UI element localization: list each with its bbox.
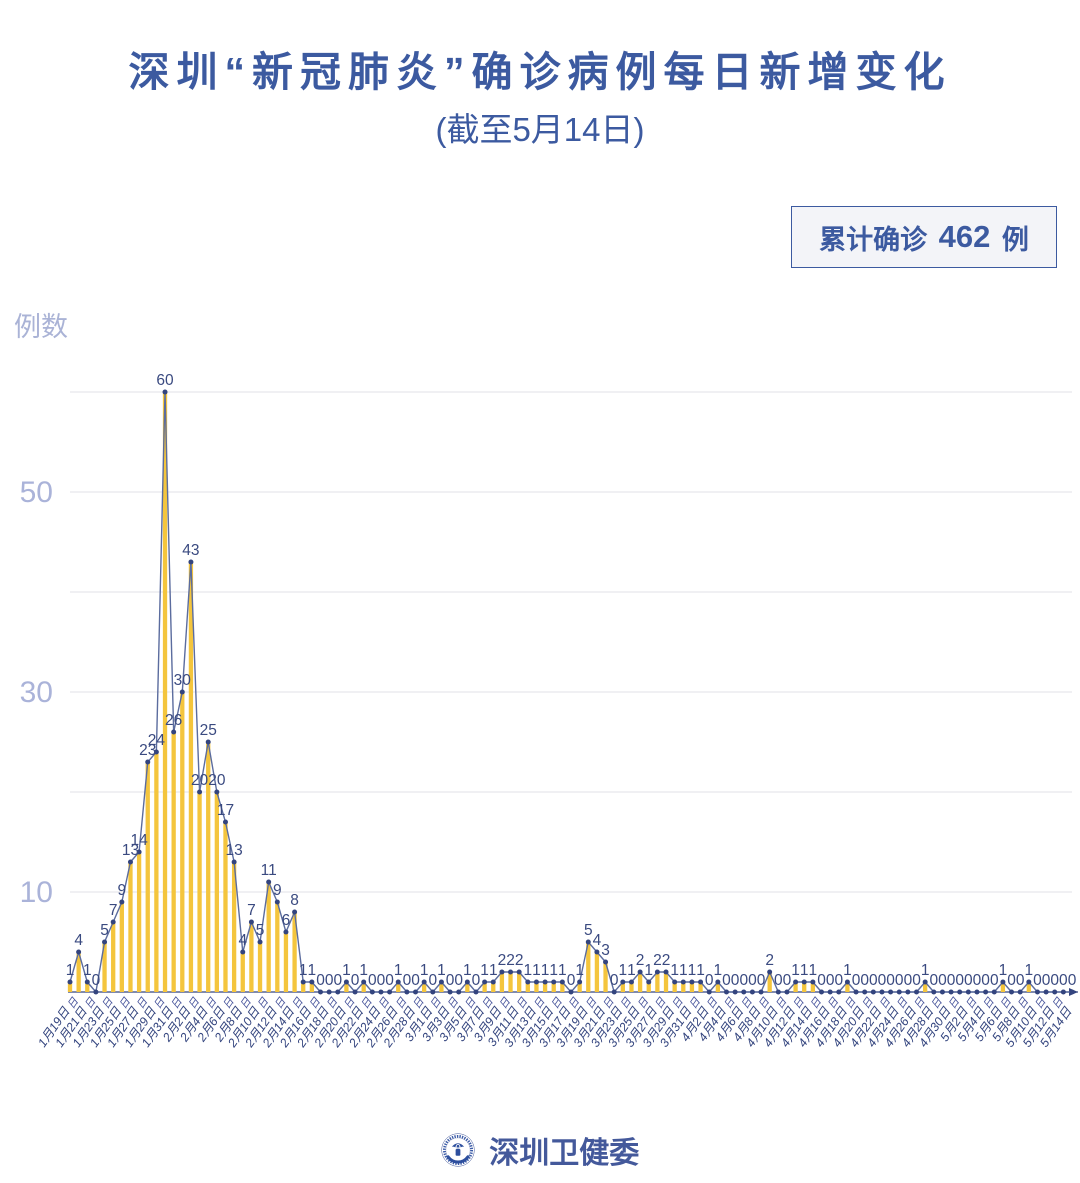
svg-text:SZHC: SZHC bbox=[454, 1158, 461, 1161]
svg-text:0: 0 bbox=[610, 972, 619, 989]
svg-text:1: 1 bbox=[670, 962, 679, 979]
svg-text:1: 1 bbox=[359, 962, 368, 979]
svg-text:30: 30 bbox=[174, 672, 192, 689]
svg-text:1: 1 bbox=[463, 962, 472, 979]
svg-text:1: 1 bbox=[627, 962, 636, 979]
svg-text:2: 2 bbox=[506, 952, 515, 969]
svg-text:1: 1 bbox=[800, 962, 809, 979]
svg-text:1: 1 bbox=[644, 962, 653, 979]
svg-text:1: 1 bbox=[843, 962, 852, 979]
svg-text:1: 1 bbox=[541, 962, 550, 979]
svg-text:1: 1 bbox=[523, 962, 532, 979]
svg-text:1: 1 bbox=[437, 962, 446, 979]
svg-text:3: 3 bbox=[601, 942, 610, 959]
svg-text:13: 13 bbox=[225, 842, 242, 859]
svg-text:0: 0 bbox=[869, 972, 878, 989]
svg-text:5: 5 bbox=[256, 922, 265, 939]
svg-text:20: 20 bbox=[208, 772, 226, 789]
svg-text:0: 0 bbox=[1050, 972, 1059, 989]
svg-text:7: 7 bbox=[247, 902, 256, 919]
svg-text:0: 0 bbox=[351, 972, 360, 989]
svg-text:1: 1 bbox=[66, 962, 75, 979]
svg-text:14: 14 bbox=[130, 832, 148, 849]
svg-text:0: 0 bbox=[912, 972, 921, 989]
svg-text:5: 5 bbox=[100, 922, 109, 939]
svg-text:6: 6 bbox=[282, 912, 291, 929]
svg-text:1: 1 bbox=[480, 962, 489, 979]
svg-text:1: 1 bbox=[308, 962, 317, 979]
svg-text:0: 0 bbox=[904, 972, 913, 989]
svg-text:2: 2 bbox=[662, 952, 671, 969]
svg-text:30: 30 bbox=[20, 676, 53, 709]
svg-text:1: 1 bbox=[696, 962, 705, 979]
svg-text:11: 11 bbox=[261, 862, 277, 879]
svg-text:10: 10 bbox=[20, 876, 53, 909]
svg-text:5: 5 bbox=[584, 922, 593, 939]
svg-text:1: 1 bbox=[999, 962, 1008, 979]
svg-text:1: 1 bbox=[394, 962, 403, 979]
svg-text:25: 25 bbox=[200, 722, 217, 739]
svg-text:43: 43 bbox=[182, 542, 199, 559]
svg-text:1: 1 bbox=[342, 962, 351, 979]
svg-text:0: 0 bbox=[1059, 972, 1068, 989]
svg-text:2: 2 bbox=[636, 952, 645, 969]
svg-text:1: 1 bbox=[489, 962, 498, 979]
svg-text:1: 1 bbox=[791, 962, 800, 979]
svg-text:20: 20 bbox=[191, 772, 209, 789]
svg-text:2: 2 bbox=[765, 952, 774, 969]
svg-text:1: 1 bbox=[679, 962, 688, 979]
svg-text:1: 1 bbox=[714, 962, 723, 979]
svg-text:1: 1 bbox=[809, 962, 818, 979]
svg-text:4: 4 bbox=[593, 932, 602, 949]
svg-text:0: 0 bbox=[852, 972, 861, 989]
svg-text:1: 1 bbox=[558, 962, 567, 979]
svg-text:0: 0 bbox=[757, 972, 766, 989]
svg-text:1: 1 bbox=[921, 962, 930, 979]
svg-text:0: 0 bbox=[92, 972, 101, 989]
svg-text:1: 1 bbox=[688, 962, 697, 979]
svg-text:2: 2 bbox=[653, 952, 662, 969]
svg-text:60: 60 bbox=[156, 372, 174, 389]
svg-text:1: 1 bbox=[83, 962, 92, 979]
svg-text:1: 1 bbox=[420, 962, 429, 979]
svg-text:0: 0 bbox=[860, 972, 869, 989]
svg-text:17: 17 bbox=[217, 802, 234, 819]
svg-text:0: 0 bbox=[368, 972, 377, 989]
svg-text:9: 9 bbox=[273, 882, 282, 899]
svg-text:4: 4 bbox=[238, 932, 247, 949]
svg-text:1: 1 bbox=[1024, 962, 1033, 979]
svg-text:1: 1 bbox=[532, 962, 541, 979]
svg-text:24: 24 bbox=[148, 732, 166, 749]
svg-text:1: 1 bbox=[549, 962, 558, 979]
svg-text:4: 4 bbox=[74, 932, 83, 949]
svg-text:0: 0 bbox=[1068, 972, 1077, 989]
svg-text:0: 0 bbox=[411, 972, 420, 989]
svg-text:26: 26 bbox=[165, 712, 182, 729]
svg-text:0: 0 bbox=[403, 972, 412, 989]
svg-text:7: 7 bbox=[109, 902, 118, 919]
svg-text:9: 9 bbox=[118, 882, 127, 899]
svg-text:2: 2 bbox=[498, 952, 507, 969]
svg-text:1: 1 bbox=[299, 962, 308, 979]
svg-text:8: 8 bbox=[290, 892, 299, 909]
svg-text:1: 1 bbox=[575, 962, 584, 979]
svg-text:1: 1 bbox=[619, 962, 628, 979]
svg-text:50: 50 bbox=[20, 476, 53, 509]
svg-text:0: 0 bbox=[895, 972, 904, 989]
svg-text:2: 2 bbox=[515, 952, 524, 969]
